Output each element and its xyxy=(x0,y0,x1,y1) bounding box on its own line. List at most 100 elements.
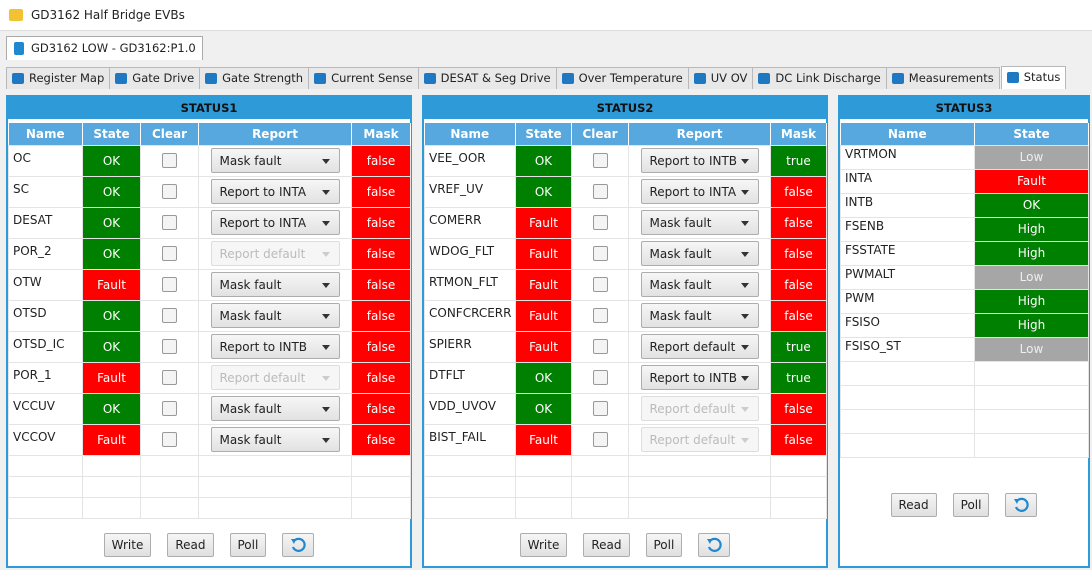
column-header: Name xyxy=(424,123,516,145)
tab[interactable]: UV OV xyxy=(687,67,754,89)
report-dropdown[interactable]: Mask fault xyxy=(210,427,340,452)
clear-checkbox[interactable] xyxy=(162,401,177,416)
empty-row xyxy=(8,454,411,477)
clear-checkbox[interactable] xyxy=(592,277,608,292)
tab[interactable]: Current Sense xyxy=(308,67,419,89)
report-dropdown[interactable]: Mask fault xyxy=(640,210,759,235)
mask-cell: false xyxy=(770,392,827,425)
report-dropdown[interactable]: Report to INTB xyxy=(640,365,759,390)
status-row: SPIERR Fault Report default true xyxy=(424,330,827,363)
button[interactable]: Read xyxy=(890,493,937,517)
column-header: Report xyxy=(628,123,771,145)
report-dropdown[interactable]: Mask fault xyxy=(210,272,340,297)
tab[interactable]: Register Map xyxy=(6,67,111,89)
report-dropdown[interactable]: Report to INTA xyxy=(210,179,340,204)
clear-checkbox[interactable] xyxy=(592,215,608,230)
state-cell: OK xyxy=(82,299,141,332)
empty-cell xyxy=(515,496,572,519)
report-dropdown[interactable]: Report to INTB xyxy=(640,148,759,173)
clear-checkbox[interactable] xyxy=(592,246,608,261)
refresh-button[interactable] xyxy=(698,533,731,557)
empty-cell xyxy=(571,475,629,498)
clear-cell xyxy=(140,144,199,177)
button-bar: Write Read Poll xyxy=(8,533,410,557)
empty-cell xyxy=(351,454,411,477)
report-dropdown[interactable]: Report to INTA xyxy=(640,179,759,204)
clear-checkbox[interactable] xyxy=(592,370,608,385)
clear-checkbox[interactable] xyxy=(592,432,608,447)
report-dropdown[interactable]: Mask fault xyxy=(210,303,340,328)
status-row: FSSTATE High xyxy=(840,240,1089,266)
status-row: VCCUV OK Mask fault false xyxy=(8,392,411,425)
tab[interactable]: Measurements xyxy=(885,67,1000,89)
tab-icon xyxy=(12,73,24,84)
clear-checkbox[interactable] xyxy=(592,184,608,199)
report-dropdown[interactable]: Report default xyxy=(640,334,759,359)
dropdown-arrow xyxy=(321,345,330,350)
button[interactable]: Write xyxy=(519,533,568,557)
empty-cell xyxy=(840,408,975,434)
header-row: Name State xyxy=(840,123,1089,145)
report-dropdown[interactable]: Report to INTA xyxy=(210,210,340,235)
empty-row xyxy=(424,454,827,477)
button[interactable]: Write xyxy=(103,533,152,557)
state-cell: Fault xyxy=(515,299,572,332)
clear-checkbox[interactable] xyxy=(162,370,177,385)
tab[interactable]: DC Link Discharge xyxy=(752,67,887,89)
clear-checkbox[interactable] xyxy=(592,401,608,416)
clear-checkbox[interactable] xyxy=(162,277,177,292)
button[interactable]: Poll xyxy=(229,533,267,557)
tab[interactable]: Gate Strength xyxy=(199,67,310,89)
button[interactable]: Read xyxy=(167,533,214,557)
clear-checkbox[interactable] xyxy=(162,184,177,199)
clear-checkbox[interactable] xyxy=(162,246,177,261)
clear-cell xyxy=(140,330,199,363)
tab[interactable]: DESAT & Seg Drive xyxy=(417,67,557,89)
report-cell: Report to INTB xyxy=(628,144,771,177)
signal-name: FSISO xyxy=(840,312,975,338)
report-cell: Report to INTB xyxy=(628,361,771,394)
button[interactable]: Poll xyxy=(952,493,990,517)
clear-checkbox[interactable] xyxy=(592,339,608,354)
empty-cell xyxy=(140,454,199,477)
state-cell: Fault xyxy=(82,268,141,301)
report-dropdown: Report default xyxy=(210,365,340,390)
report-dropdown[interactable]: Mask fault xyxy=(640,241,759,266)
signal-name: OTW xyxy=(8,268,83,301)
device-tab[interactable]: GD3162 LOW - GD3162:P1.0 xyxy=(6,36,203,60)
clear-checkbox[interactable] xyxy=(592,153,608,168)
dropdown-arrow xyxy=(740,283,749,288)
state-cell: OK xyxy=(82,330,141,363)
signal-name: DESAT xyxy=(8,206,83,239)
tab[interactable]: Over Temperature xyxy=(555,67,689,89)
report-value: Report to INTB xyxy=(649,371,738,385)
report-dropdown[interactable]: Mask fault xyxy=(640,272,759,297)
report-dropdown[interactable]: Mask fault xyxy=(210,148,340,173)
clear-checkbox[interactable] xyxy=(162,432,177,447)
mask-cell: false xyxy=(770,268,827,301)
clear-checkbox[interactable] xyxy=(162,153,177,168)
report-cell: Mask fault xyxy=(198,268,352,301)
clear-checkbox[interactable] xyxy=(162,308,177,323)
clear-checkbox[interactable] xyxy=(162,215,177,230)
dropdown-arrow xyxy=(321,407,330,412)
tab[interactable]: Gate Drive xyxy=(109,67,201,89)
report-dropdown[interactable]: Mask fault xyxy=(210,396,340,421)
report-cell: Mask fault xyxy=(198,423,352,456)
status-row: VCCOV Fault Mask fault false xyxy=(8,423,411,456)
clear-checkbox[interactable] xyxy=(592,308,608,323)
clear-checkbox[interactable] xyxy=(162,339,177,354)
signal-name: OC xyxy=(8,144,83,177)
refresh-button[interactable] xyxy=(1005,493,1038,517)
tab[interactable]: Status xyxy=(1000,66,1067,89)
status-row: POR_1 Fault Report default false xyxy=(8,361,411,394)
report-dropdown[interactable]: Mask fault xyxy=(640,303,759,328)
empty-cell xyxy=(571,454,629,477)
report-dropdown[interactable]: Report to INTB xyxy=(210,334,340,359)
tab-label: Status xyxy=(1023,70,1061,84)
button[interactable]: Read xyxy=(583,533,630,557)
button[interactable]: Poll xyxy=(645,533,683,557)
refresh-button[interactable] xyxy=(282,533,315,557)
panel-title: STATUS2 xyxy=(424,97,826,119)
state-cell: High xyxy=(974,312,1089,338)
